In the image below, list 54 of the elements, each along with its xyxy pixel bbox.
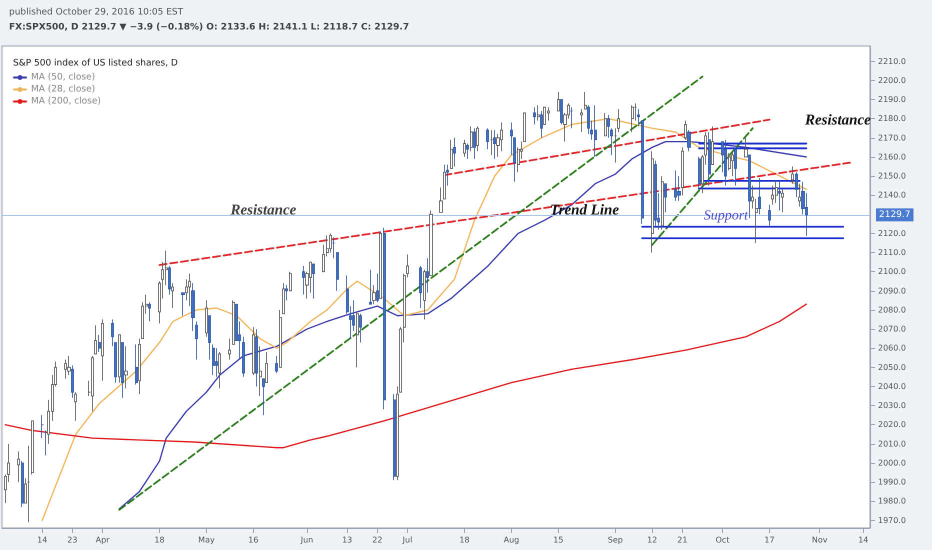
x-tick-label: 16 [248, 536, 258, 544]
y-tick-label: 2040.0 [878, 382, 906, 391]
x-tick-label: May [198, 536, 215, 544]
y-tick-label: 2160.0 [878, 152, 906, 162]
x-tick-label: 13 [342, 536, 352, 544]
y-tick-label: 1980.0 [878, 496, 906, 506]
y-tick-label: 2050.0 [878, 362, 906, 372]
y-tick-label: 2210.0 [878, 56, 906, 66]
y-tick-label: 2000.0 [878, 458, 906, 468]
x-tick-label: 14 [37, 536, 48, 544]
x-tick-label: Jun [300, 536, 314, 544]
annotation: Support [704, 208, 750, 224]
y-tick-label: 2170.0 [878, 133, 906, 142]
x-tick-label: 21 [677, 536, 688, 544]
y-tick-label: 1990.0 [878, 478, 906, 487]
y-tick-label: 2020.0 [878, 420, 906, 430]
x-tick-label: Jul [402, 536, 412, 544]
y-tick-label: 2140.0 [878, 190, 906, 200]
legend-label: MA (50, close) [31, 72, 96, 82]
y-tick-label: 2100.0 [878, 267, 906, 276]
x-tick-label: 14 [858, 536, 868, 544]
y-tick-label: 2010.0 [878, 439, 906, 448]
chart-subtitle: FX:SPX500, D 2129.7 ▼ −3.9 (−0.18%) O: 2133.6 H: 2141.1 L: 2118.7 C: 2129.7 [9, 22, 410, 32]
y-tick-label: 2090.0 [878, 286, 906, 296]
x-tick-label: Aug [504, 536, 520, 544]
y-tick-label: 2070.0 [878, 324, 906, 334]
x-tick-label: Oct [716, 536, 730, 544]
text: published October 29, 2016 10:05 EST [9, 8, 184, 18]
annotation: Resistance [804, 112, 872, 128]
y-tick-label: 2080.0 [878, 305, 906, 314]
text: S&P 500 index of US listed shares, D [13, 58, 178, 68]
y-tick-label: 1970.0 [878, 516, 906, 525]
legend-label: MA (28, close) [31, 84, 96, 94]
x-tick-label: 18 [459, 536, 470, 544]
y-tick-label: 2190.0 [878, 95, 906, 104]
y-tick-label: 2120.0 [878, 228, 906, 238]
legend-label: MA (200, close) [31, 96, 101, 106]
x-tick-label: 18 [154, 536, 165, 544]
x-tick-label: Apr [96, 536, 110, 544]
x-tick-label: 23 [67, 536, 78, 544]
x-tick-label: Sep [608, 536, 623, 544]
x-tick-label: 17 [764, 536, 775, 544]
y-tick-label: 2110.0 [878, 248, 906, 258]
x-tick-label: 22 [372, 536, 382, 544]
y-tick-label: 2200.0 [878, 76, 906, 85]
annotation: Resistance [229, 202, 297, 218]
y-tick-label: 2030.0 [878, 401, 906, 410]
y-tick-label: 2180.0 [878, 114, 906, 124]
x-tick-label: 15 [553, 536, 564, 544]
x-tick-label: Nov [812, 536, 828, 544]
ref-line-label: 2129.7 [879, 210, 910, 220]
y-tick-label: 2150.0 [878, 172, 906, 181]
y-tick-label: 2060.0 [878, 344, 906, 353]
x-tick-label: 12 [647, 536, 658, 544]
